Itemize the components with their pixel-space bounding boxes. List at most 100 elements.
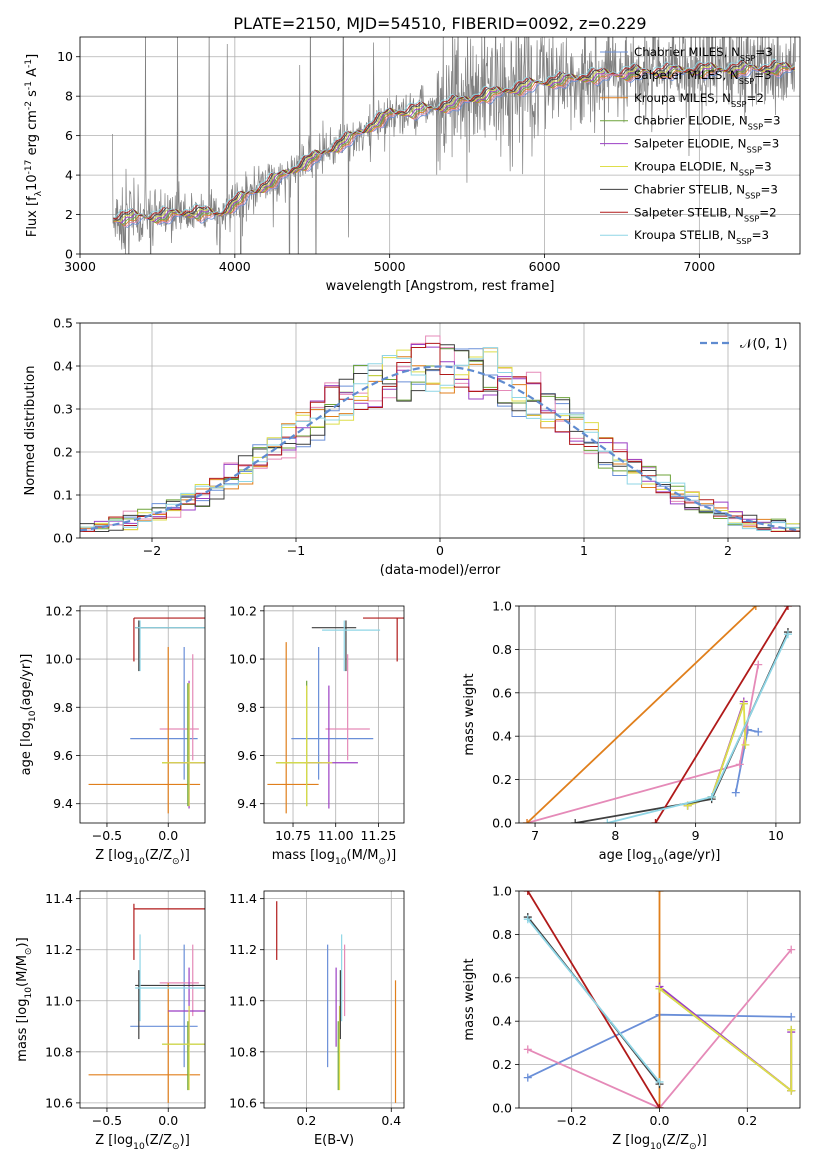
y-axis-label: Normed distribution [23, 366, 38, 496]
x-axis-label: Z [log10(Z/Z⊙)] [95, 848, 190, 867]
legend-label-salp_stelib: Salpeter STELIB, NSSP=2 [634, 205, 777, 223]
y-axis-label: mass weight [462, 958, 477, 1040]
weight-vs-age-panel: 7 8 9 10 0.0 0.2 0.4 0.6 0.8 1.0 age [log10(age/yr… [462, 599, 801, 867]
y-tick-label: 0.2 [53, 445, 73, 460]
figure-title: PLATE=2150, MJD=54510, FIBERID=0092, z=0… [233, 14, 646, 33]
weight-marker-krou_miles [751, 606, 760, 610]
weight-line-salp_stelib [654, 606, 789, 823]
axes-frame [79, 36, 801, 255]
y-tick-label: 11.0 [229, 993, 257, 1008]
x-tick-label: 11.00 [318, 828, 354, 843]
residuals-legend: 𝒩(0, 1) [700, 337, 787, 352]
y-tick-label: 0.3 [53, 402, 73, 417]
axes-frame [263, 605, 405, 824]
y-tick-label: 9.4 [237, 796, 257, 811]
x-axis-label: E(B-V) [314, 1133, 354, 1148]
y-tick-label: 11.2 [229, 942, 257, 957]
weight-marker-chab_miles [754, 727, 763, 736]
x-tick-label: −0.2 [557, 1113, 587, 1128]
weight-line-chab_stelib [575, 631, 789, 823]
x-tick-label: 6000 [529, 259, 561, 274]
weight-marker-salp_miles [523, 1045, 532, 1054]
weight-marker-chab_miles [731, 788, 740, 797]
weight-marker-salp_miles [754, 660, 763, 669]
y-tick-label: 10.0 [229, 652, 257, 667]
x-axis-label: wavelength [Angstrom, rest frame] [326, 279, 555, 294]
model-spectrum-line-chab_stelib [113, 61, 795, 221]
x-tick-label: 1 [580, 543, 588, 558]
y-tick-label: 1.0 [492, 884, 512, 899]
residual-histogram-krou_stelib [80, 347, 800, 531]
y-axis-label: age [log10(age/yr)] [19, 654, 38, 776]
y-tick-label: 9.6 [53, 748, 73, 763]
legend-label-chab_stelib: Chabrier STELIB, NSSP=3 [634, 182, 778, 200]
axes-frame [79, 605, 206, 824]
weight-marker-krou_stelib [655, 1077, 664, 1086]
x-tick-label: 4000 [219, 259, 251, 274]
y-tick-label: 11.2 [45, 942, 73, 957]
y-tick-label: 9.8 [237, 700, 257, 715]
x-tick-label: −2 [143, 543, 161, 558]
weight-marker-krou_elodie [655, 984, 664, 993]
y-tick-label: 0.4 [492, 1014, 512, 1029]
weight-marker-krou_stelib [707, 792, 716, 801]
model-spectrum-line-salp_miles [113, 66, 795, 227]
x-tick-label: 0.2 [296, 1113, 316, 1128]
weight-line-salp_miles [526, 664, 760, 823]
weight-line-salp_miles [527, 949, 792, 1108]
y-tick-label: 0 [65, 247, 73, 262]
weight-vs-Z-panel: −0.2 0.0 0.2 0.0 0.2 0.4 0.6 0.8 1.0 Z [log10(Z/Z… [462, 884, 801, 1152]
plot-area [88, 617, 205, 814]
axes-frame [79, 890, 206, 1109]
y-tick-label: 0.5 [53, 316, 73, 331]
y-axis-label: Flux [fλ10-17 erg cm-2 s-1 A-1] [24, 54, 44, 237]
y-tick-label: 10.2 [229, 603, 257, 618]
x-tick-label: 5000 [374, 259, 406, 274]
plot-area [276, 901, 397, 1103]
weight-marker-krou_elodie [739, 699, 748, 708]
x-tick-label: 2 [724, 543, 732, 558]
x-tick-label: 0.0 [158, 828, 178, 843]
y-tick-label: 0.6 [492, 685, 512, 700]
residual-histogram-salp_stelib [80, 342, 800, 533]
weight-marker-salp_miles [735, 760, 744, 769]
y-tick-label: 0.2 [492, 772, 512, 787]
y-tick-label: 0.4 [53, 359, 73, 374]
legend-label-chab_elodie: Chabrier ELODIE, NSSP=3 [634, 114, 781, 132]
residuals-panel: −2 −1 0 1 2 0.0 0.1 0.2 0.3 0.4 0.5 (data-model)/er… [23, 316, 801, 578]
x-tick-label: 0.0 [158, 1113, 178, 1128]
plot-area [523, 606, 792, 823]
plot-area [267, 617, 404, 814]
model-spectrum-line-krou_stelib [113, 58, 795, 218]
x-tick-label: 10.75 [275, 828, 311, 843]
weight-marker-krou_miles [655, 891, 664, 895]
x-tick-label: 9 [692, 828, 700, 843]
y-tick-label: 0.2 [492, 1057, 512, 1072]
x-tick-label: −1 [287, 543, 305, 558]
y-tick-label: 0.1 [53, 488, 73, 503]
weight-line-krou_stelib [527, 918, 661, 1083]
plot-area [80, 335, 800, 533]
x-tick-label: 8 [611, 828, 619, 843]
weight-marker-krou_miles [523, 819, 532, 823]
weight-marker-salp_stelib [523, 891, 532, 895]
y-tick-label: 0.8 [492, 642, 512, 657]
x-tick-label: −0.5 [92, 1113, 122, 1128]
weight-marker-krou_elodie [787, 1025, 796, 1034]
weight-marker-krou_stelib [523, 915, 532, 924]
weight-marker-krou_stelib [603, 819, 612, 823]
y-tick-label: 0.0 [492, 816, 512, 831]
plot-area [88, 903, 205, 1103]
y-tick-label: 10.8 [45, 1044, 73, 1059]
y-tick-label: 1.0 [492, 599, 512, 614]
weight-marker-chab_miles [523, 1073, 532, 1082]
x-tick-label: 3000 [64, 259, 96, 274]
y-tick-label: 10.6 [45, 1095, 73, 1110]
x-tick-label: 0.4 [381, 1113, 401, 1128]
axes-frame [518, 605, 801, 824]
x-tick-label: 7000 [683, 259, 715, 274]
y-tick-label: 0.4 [492, 729, 512, 744]
y-tick-label: 2 [65, 207, 73, 222]
residual-histogram-salp_miles [80, 335, 800, 533]
spectrum-legend: Chabrier MILES, NSSP=3 Salpeter MILES, NS… [600, 45, 781, 246]
